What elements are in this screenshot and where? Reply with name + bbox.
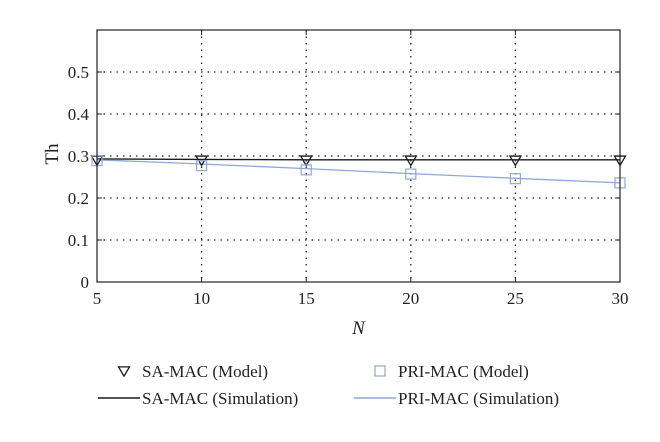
y-axis-label: Th: [42, 143, 63, 165]
data-point-square: [509, 173, 521, 185]
y-tick-label: 0.3: [68, 147, 89, 166]
legend-marker-square: [374, 365, 386, 377]
y-tick-label: 0.4: [68, 105, 90, 124]
y-tick-label: 0.2: [68, 189, 89, 208]
legend-label: SA-MAC (Simulation): [142, 389, 298, 408]
y-tick-label: 0.1: [68, 231, 89, 250]
x-tick-label: 15: [298, 289, 315, 308]
x-tick-label: 5: [93, 289, 102, 308]
series-group: [90, 155, 627, 189]
data-point-triangle: [404, 155, 418, 167]
legend-label: PRI-MAC (Model): [398, 362, 529, 381]
x-tick-label: 20: [402, 289, 419, 308]
x-tick-label: 30: [612, 289, 629, 308]
grid: [97, 30, 620, 282]
legend: SA-MAC (Model) PRI-MAC (Model) SA-MAC (Sim…: [98, 362, 559, 408]
data-point-triangle: [508, 155, 523, 167]
legend-label: PRI-MAC (Simulation): [398, 389, 559, 408]
x-tick-label: 10: [193, 289, 210, 308]
plot-frame: [96, 29, 621, 283]
series-line-3: [96, 159, 621, 184]
legend-marker-triangle: [117, 366, 131, 378]
y-tick-label: 0: [81, 273, 90, 292]
x-tick-label: 25: [507, 289, 524, 308]
y-tick-label: 0.5: [68, 63, 89, 82]
data-point-triangle: [299, 155, 313, 167]
x-axis: 5 10 15 20 25 30: [93, 30, 629, 308]
legend-label: SA-MAC (Model): [142, 362, 268, 381]
data-point-square: [196, 160, 208, 172]
data-point-square: [405, 168, 417, 180]
y-axis: 0 0.1 0.2 0.3 0.4 0.5: [68, 63, 620, 292]
data-point-square: [300, 164, 312, 176]
series-line-2: [96, 158, 620, 161]
x-axis-label: N: [351, 318, 366, 339]
